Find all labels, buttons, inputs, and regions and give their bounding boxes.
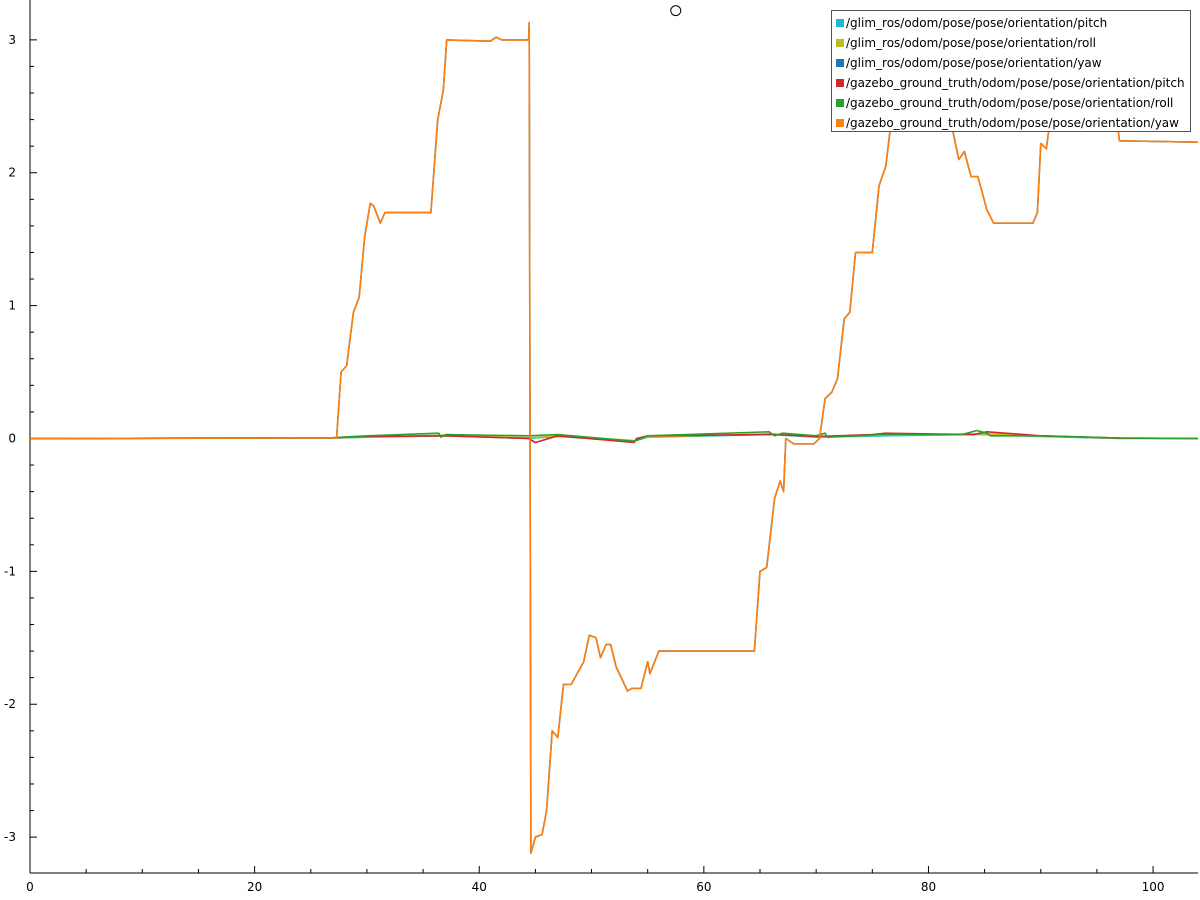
- legend-item[interactable]: /glim_ros/odom/pose/pose/orientation/rol…: [836, 33, 1190, 53]
- x-tick-label: 40: [472, 880, 487, 894]
- x-tick-label: 80: [921, 880, 936, 894]
- series-layer: [29, 21, 1199, 854]
- legend-swatch: [836, 59, 844, 67]
- axes: 0 20 40 60 80 100 -3 -2 -1 0 1 2 3: [4, 0, 1198, 894]
- legend-item[interactable]: /glim_ros/odom/pose/pose/orientation/pit…: [836, 13, 1190, 33]
- legend[interactable]: /glim_ros/odom/pose/pose/orientation/pit…: [831, 10, 1191, 132]
- legend-swatch: [836, 19, 844, 27]
- cursor-marker: [670, 5, 682, 17]
- marker-layer: [670, 5, 682, 17]
- y-tick-label: -3: [4, 830, 16, 844]
- legend-swatch: [836, 39, 844, 47]
- legend-item[interactable]: /glim_ros/odom/pose/pose/orientation/yaw: [836, 53, 1190, 73]
- y-tick-label: -2: [4, 697, 16, 711]
- legend-label: /gazebo_ground_truth/odom/pose/pose/orie…: [846, 96, 1174, 110]
- series-line-4: [29, 429, 1199, 443]
- legend-label: /glim_ros/odom/pose/pose/orientation/rol…: [846, 36, 1096, 50]
- x-tick-label: 0: [26, 880, 34, 894]
- legend-item[interactable]: /gazebo_ground_truth/odom/pose/pose/orie…: [836, 73, 1190, 93]
- y-tick-label: 0: [8, 431, 16, 445]
- legend-swatch: [836, 79, 844, 87]
- x-tick-label: 100: [1142, 880, 1165, 894]
- y-tick-label: 3: [8, 33, 16, 47]
- legend-label: /gazebo_ground_truth/odom/pose/pose/orie…: [846, 76, 1185, 90]
- legend-label: /glim_ros/odom/pose/pose/orientation/yaw: [846, 56, 1102, 70]
- y-tick-label: -1: [4, 564, 16, 578]
- y-tick-label: 2: [8, 166, 16, 180]
- legend-item[interactable]: /gazebo_ground_truth/odom/pose/pose/orie…: [836, 113, 1190, 133]
- legend-label: /glim_ros/odom/pose/pose/orientation/pit…: [846, 16, 1108, 30]
- y-tick-label: 1: [8, 299, 16, 313]
- series-line-5: [29, 21, 1199, 854]
- legend-label: /gazebo_ground_truth/odom/pose/pose/orie…: [846, 116, 1179, 130]
- legend-swatch: [836, 119, 844, 127]
- legend-item[interactable]: /gazebo_ground_truth/odom/pose/pose/orie…: [836, 93, 1190, 113]
- x-tick-label: 60: [696, 880, 711, 894]
- x-tick-label: 20: [247, 880, 262, 894]
- legend-swatch: [836, 99, 844, 107]
